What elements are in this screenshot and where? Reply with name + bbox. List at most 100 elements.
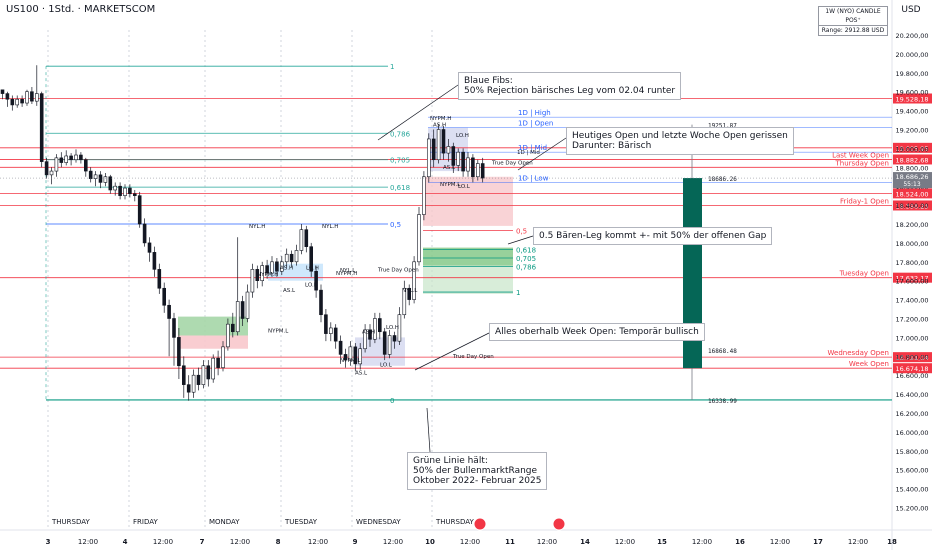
candle-body bbox=[431, 138, 436, 161]
candle bbox=[289, 250, 294, 268]
price-tag-label: 16.791,04 bbox=[895, 354, 928, 362]
candle-body bbox=[74, 154, 78, 161]
daily-level-label: 1D | Mid bbox=[518, 144, 547, 152]
candle-body bbox=[54, 157, 59, 172]
candle bbox=[250, 263, 255, 298]
candle bbox=[137, 191, 142, 228]
candle-body bbox=[461, 151, 465, 172]
candle bbox=[221, 341, 225, 372]
candle-body bbox=[98, 174, 103, 183]
y-tick-label: 16.000,00 bbox=[895, 429, 928, 437]
x-tick-label: 12:00 bbox=[308, 538, 328, 546]
y-tick-label: 19.600,00 bbox=[895, 89, 928, 97]
price-annotation: 16338.99 bbox=[708, 398, 737, 405]
candle-body bbox=[392, 335, 397, 342]
structure-label: True Day Open bbox=[452, 354, 494, 360]
candle bbox=[377, 312, 382, 340]
candle-body bbox=[226, 323, 230, 348]
daily-level-label: 1D | High bbox=[518, 109, 551, 117]
candle-body bbox=[113, 185, 117, 191]
candle-body bbox=[196, 374, 201, 385]
y-tick-label: 17.200,00 bbox=[895, 316, 928, 324]
x-tick-label: 8 bbox=[276, 538, 281, 546]
fib-ratio-label: 0,618 bbox=[390, 184, 410, 192]
y-tick-label: 16.600,00 bbox=[895, 372, 928, 380]
structure-label: AS.H bbox=[362, 330, 375, 336]
structure-label: AS.H bbox=[280, 265, 293, 271]
structure-label: AS.L bbox=[283, 288, 296, 294]
candle-body bbox=[265, 265, 269, 274]
candle-body bbox=[103, 176, 108, 183]
structure-label: NYL.H bbox=[249, 224, 265, 230]
price-tag-label: 18.882,68 bbox=[895, 156, 928, 164]
note-today-open[interactable]: Heutiges Open und letzte Woche Open geri… bbox=[566, 127, 794, 155]
candle-body bbox=[0, 89, 5, 94]
daily-level-label: 1D | Low bbox=[518, 174, 549, 182]
x-tick-label: 12:00 bbox=[615, 538, 635, 546]
note-connector bbox=[377, 84, 459, 141]
candle bbox=[206, 360, 211, 387]
note-above-week[interactable]: Alles oberhalb Week Open: Temporär bulli… bbox=[489, 323, 705, 341]
candle-body bbox=[343, 354, 348, 361]
x-tick-label: 16 bbox=[735, 538, 745, 546]
candle-body bbox=[206, 365, 211, 380]
x-tick-label: 4 bbox=[123, 538, 128, 546]
candle-body bbox=[402, 287, 407, 316]
candle-body bbox=[348, 346, 353, 361]
y-tick-label: 18.400,00 bbox=[895, 202, 928, 210]
price-tag bbox=[893, 272, 932, 283]
candle bbox=[324, 309, 328, 342]
candle bbox=[88, 167, 93, 183]
candle bbox=[441, 125, 446, 160]
candle bbox=[368, 324, 372, 347]
candle-body bbox=[157, 269, 162, 289]
y-tick-label: 15.600,00 bbox=[895, 467, 928, 475]
small-fib-label: 0,705 bbox=[516, 255, 536, 263]
candle bbox=[128, 184, 132, 198]
candle-body bbox=[177, 337, 181, 367]
candle-body bbox=[133, 193, 137, 196]
y-tick-label: 16.200,00 bbox=[895, 410, 928, 418]
candle-body bbox=[333, 327, 338, 342]
candle bbox=[5, 91, 10, 107]
y-tick-label: 19.800,00 bbox=[895, 70, 928, 78]
candle bbox=[299, 224, 304, 255]
candle bbox=[466, 152, 470, 177]
candle-body bbox=[235, 301, 240, 333]
candle bbox=[265, 259, 269, 279]
candle-body bbox=[397, 314, 402, 342]
candle-body bbox=[358, 348, 363, 365]
candle-body bbox=[422, 176, 426, 215]
note-line: Grüne Linie hält: bbox=[413, 456, 488, 466]
candle-body bbox=[382, 331, 387, 355]
candle bbox=[34, 65, 39, 106]
candle-body bbox=[373, 318, 377, 340]
candle-body bbox=[123, 187, 127, 196]
y-tick-label: 19.400,00 bbox=[895, 108, 928, 116]
note-green-line[interactable]: Grüne Linie hält: 50% der BullenmarktRan… bbox=[407, 452, 548, 490]
candle-body bbox=[294, 250, 299, 263]
x-tick-label: 12:00 bbox=[848, 538, 868, 546]
us-flag-icon bbox=[552, 517, 566, 531]
structure-label: LO.H bbox=[456, 133, 469, 139]
candle bbox=[84, 157, 88, 177]
price-annotation: 16868.48 bbox=[708, 348, 737, 355]
time-axis: 3 12:00 4 12:00 7 12:00 8 12:00 9 12:00 10 12:00 11 1… bbox=[46, 517, 897, 546]
info-box-label: 1W (NYO) CANDLE POS⁺ bbox=[825, 8, 881, 24]
candle bbox=[142, 218, 147, 247]
note-line: Darunter: Bärisch bbox=[572, 141, 652, 151]
y-tick-label: 18.800,00 bbox=[895, 164, 928, 172]
symbol-title[interactable]: US100 · 1Std. · MARKETSCOM bbox=[6, 4, 156, 15]
candle-body bbox=[69, 155, 73, 161]
candle bbox=[113, 182, 117, 196]
candle bbox=[294, 244, 299, 266]
currency-button[interactable]: USD bbox=[901, 5, 921, 15]
candle bbox=[319, 284, 323, 323]
note-bear-leg[interactable]: 0.5 Bären-Leg kommt +- mit 50% der offen… bbox=[533, 227, 773, 245]
daily-level-label: 1D | Open bbox=[518, 120, 553, 128]
structure-label: NYPM.L bbox=[440, 182, 461, 188]
price-tag-label: 16.674,18 bbox=[895, 365, 928, 373]
note-blue-fibs[interactable]: Blaue Fibs: 50% Rejection bärisches Leg … bbox=[458, 72, 682, 100]
note-line: Oktober 2022- Februar 2025 bbox=[413, 476, 542, 486]
